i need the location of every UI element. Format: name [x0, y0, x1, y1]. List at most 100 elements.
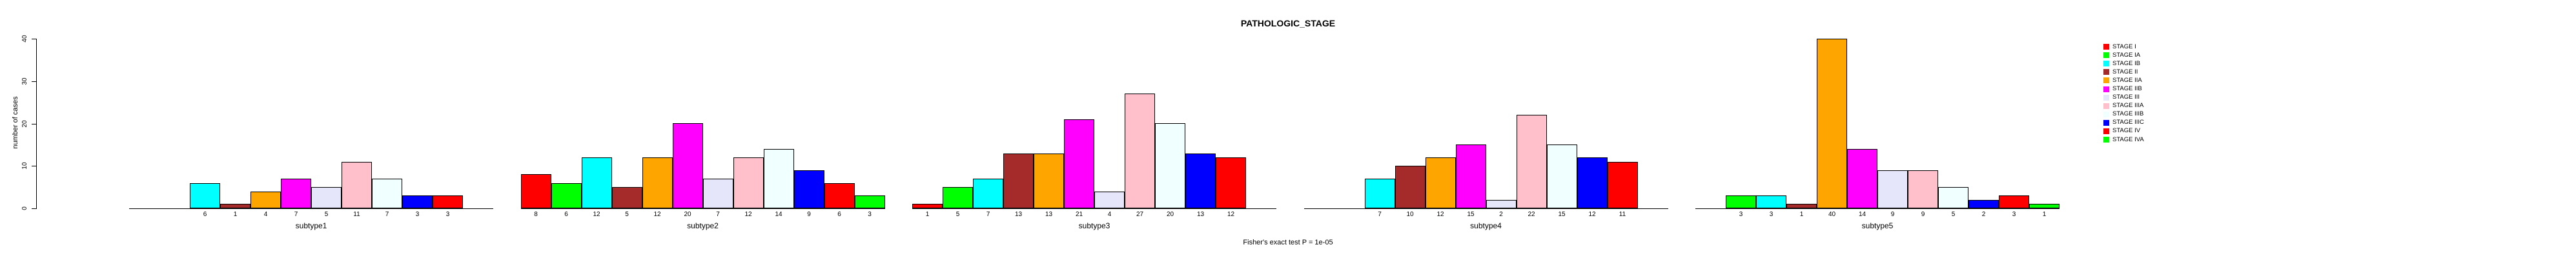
legend-item: STAGE IIA: [2103, 76, 2144, 84]
group-baseline: [1695, 208, 2060, 209]
group-label: subtype1: [295, 221, 327, 230]
bar-subtype2-stage-iiib: [763, 149, 794, 208]
bar-value-label: 11: [353, 211, 360, 218]
bar-subtype1-stage-iv: [433, 195, 463, 208]
bar-subtype4-stage-iii: [1486, 200, 1517, 208]
legend-swatch: [2103, 86, 2109, 92]
legend-label: STAGE IA: [2112, 51, 2141, 59]
legend-label: STAGE III: [2112, 94, 2140, 101]
bar-subtype4-stage-iiic: [1577, 157, 1608, 208]
legend-swatch: [2103, 128, 2109, 134]
bar-value-label: 1: [2042, 211, 2047, 218]
bar-subtype2-stage-iii: [702, 179, 733, 208]
group-baseline: [1303, 208, 1668, 209]
bar-value-label: 6: [837, 211, 841, 218]
bar-subtype3-stage-iib: [1064, 119, 1094, 208]
bar-value-label: 7: [716, 211, 720, 218]
bar-value-label: 1: [1799, 211, 1804, 218]
legend-swatch: [2103, 69, 2109, 75]
legend-swatch: [2103, 111, 2109, 117]
bar-subtype1-stage-iiic: [402, 195, 433, 208]
bar-subtype1-stage-iia: [250, 192, 281, 208]
y-tick-label: 10: [21, 162, 28, 170]
bar-value-label: 14: [1858, 211, 1866, 218]
y-tick: [32, 208, 36, 209]
bar-subtype5-stage-iia: [1817, 39, 1847, 208]
legend-label: STAGE IVA: [2112, 135, 2144, 143]
y-tick-label: 30: [21, 77, 28, 85]
bar-subtype3-stage-ib: [973, 179, 1003, 208]
legend-label: STAGE IIIC: [2112, 119, 2144, 126]
bar-subtype2-stage-iiic: [793, 170, 824, 208]
bar-subtype4-stage-iiib: [1546, 144, 1577, 208]
bar-subtype2-stage-iv: [824, 183, 855, 208]
bar-subtype2-stage-iva: [854, 195, 885, 208]
bar-value-label: 20: [684, 211, 691, 218]
bar-subtype5-stage-ib: [1756, 195, 1786, 208]
bar-subtype4-stage-ii: [1395, 166, 1426, 208]
bar-value-label: 27: [1136, 211, 1144, 218]
legend-item: STAGE IA: [2103, 51, 2144, 59]
legend-label: STAGE IB: [2112, 59, 2141, 67]
bar-subtype1-stage-iii: [311, 187, 342, 208]
bar-subtype3-stage-iii: [1094, 192, 1125, 208]
bar-value-label: 5: [1951, 211, 1956, 218]
bar-value-label: 12: [744, 211, 752, 218]
bar-value-label: 12: [653, 211, 661, 218]
bar-value-label: 12: [1227, 211, 1235, 218]
bar-value-label: 4: [1107, 211, 1112, 218]
bar-subtype5-stage-iiib: [1938, 187, 1968, 208]
bar-subtype3-stage-iiia: [1125, 94, 1155, 208]
legend-label: STAGE IIIB: [2112, 110, 2144, 118]
bar-value-label: 7: [1378, 211, 1382, 218]
legend-swatch: [2103, 94, 2109, 101]
bar-subtype4-stage-iiia: [1516, 115, 1547, 208]
bar-subtype5-stage-iva: [2029, 204, 2060, 208]
legend-label: STAGE IIA: [2112, 76, 2142, 84]
bar-value-label: 15: [1467, 211, 1475, 218]
bar-subtype1-stage-iib: [281, 179, 311, 208]
y-tick: [32, 81, 36, 82]
legend-label: STAGE I: [2112, 43, 2136, 50]
bar-subtype4-stage-ib: [1364, 179, 1395, 208]
bar-subtype3-stage-ii: [1003, 154, 1034, 208]
bar-value-label: 5: [625, 211, 629, 218]
bar-subtype2-stage-iiia: [733, 157, 764, 208]
bar-value-label: 9: [1921, 211, 1925, 218]
bar-subtype3-stage-i: [912, 204, 943, 208]
group-label: subtype3: [1078, 221, 1110, 230]
bar-value-label: 1: [233, 211, 238, 218]
bar-subtype2-stage-ii: [611, 187, 642, 208]
legend-label: STAGE II: [2112, 68, 2138, 75]
legend-item: STAGE IV: [2103, 127, 2144, 135]
legend-item: STAGE II: [2103, 68, 2144, 76]
bar-value-label: 2: [1499, 211, 1503, 218]
legend-swatch: [2103, 44, 2109, 50]
legend-item: STAGE IIB: [2103, 84, 2144, 93]
bar-value-label: 7: [294, 211, 298, 218]
bar-value-label: 4: [263, 211, 268, 218]
legend-item: STAGE IB: [2103, 59, 2144, 68]
bar-subtype5-stage-ii: [1786, 204, 1817, 208]
bar-subtype3-stage-iiic: [1185, 154, 1216, 208]
bar-subtype4-stage-iv: [1607, 162, 1638, 208]
group-label: subtype5: [1861, 221, 1894, 230]
bar-value-label: 6: [203, 211, 207, 218]
bar-subtype3-stage-iiib: [1155, 123, 1185, 208]
y-tick-label: 20: [21, 120, 28, 128]
legend-item: STAGE III: [2103, 94, 2144, 102]
bar-subtype5-stage-iiic: [1968, 200, 1999, 208]
y-axis-line: [36, 39, 37, 209]
legend: STAGE I STAGE IA STAGE IB STAGE II STAGE IIA…: [2103, 43, 2144, 144]
bar-value-label: 5: [324, 211, 329, 218]
legend-item: STAGE IIIB: [2103, 110, 2144, 119]
bar-subtype5-stage-ia: [1726, 195, 1756, 208]
bar-subtype2-stage-iia: [642, 157, 673, 208]
y-tick-label: 0: [21, 206, 28, 210]
bar-value-label: 3: [445, 211, 450, 218]
bar-subtype5-stage-iiia: [1908, 170, 1938, 208]
legend-label: STAGE IV: [2112, 127, 2141, 135]
bar-value-label: 7: [385, 211, 389, 218]
legend-swatch: [2103, 61, 2109, 67]
legend-swatch: [2103, 77, 2109, 84]
